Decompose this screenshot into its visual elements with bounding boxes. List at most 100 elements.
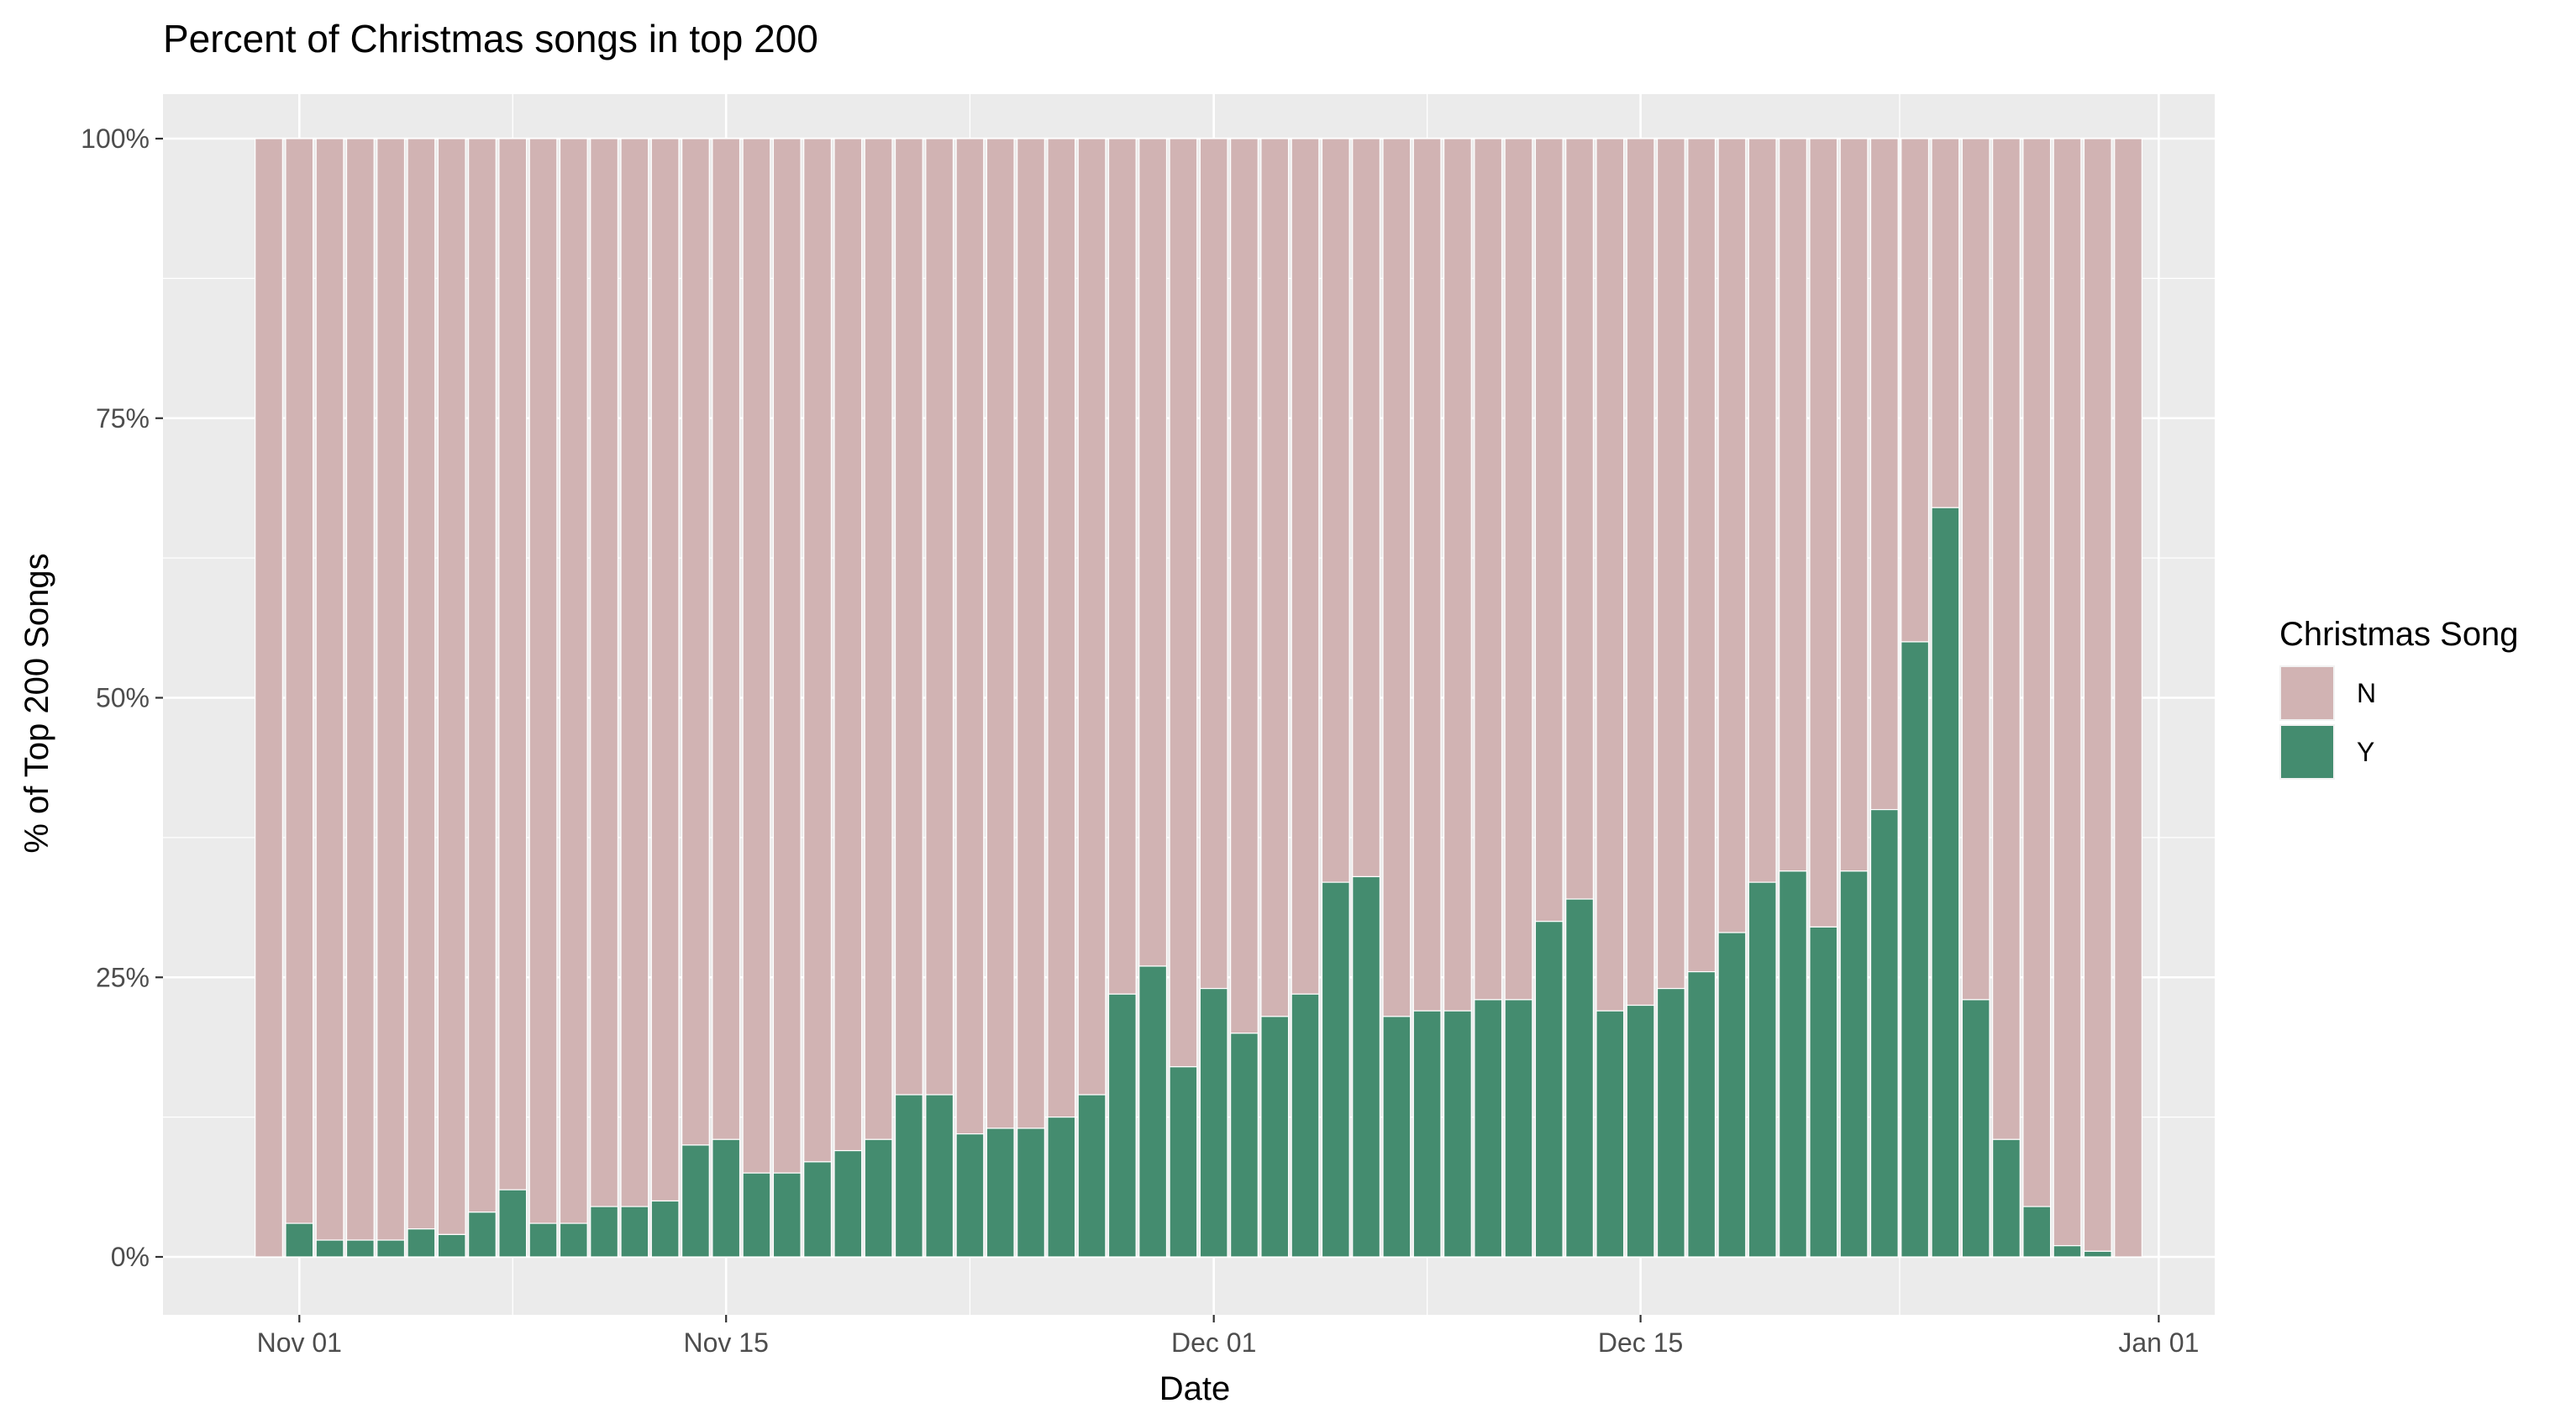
bar-y [376, 1239, 406, 1258]
bar-y [833, 1149, 863, 1258]
x-tick-label: Jan 01 [2118, 1327, 2199, 1358]
bar-n [2114, 138, 2143, 1258]
bar-y [1656, 987, 1685, 1258]
bar-n [1687, 138, 1716, 973]
bar-y [407, 1228, 436, 1258]
bar-y [1199, 987, 1228, 1258]
bar-n [1839, 138, 1869, 872]
bar-n [528, 138, 558, 1224]
bar-y [772, 1172, 802, 1258]
bar-y [1107, 993, 1137, 1258]
bar-y [894, 1094, 923, 1258]
bar-n [1352, 138, 1381, 878]
bar-n [1900, 138, 1930, 643]
bar-y [1565, 898, 1594, 1258]
bar-n [1656, 138, 1685, 990]
bar-n [1474, 138, 1503, 1001]
bar-y [1992, 1138, 2021, 1258]
x-tick-label: Dec 15 [1598, 1327, 1683, 1358]
bar-y [1169, 1066, 1198, 1258]
bar-y [1474, 999, 1503, 1258]
bar-n [345, 138, 375, 1241]
bar-n [590, 138, 619, 1207]
bar-y [1869, 808, 1899, 1258]
bar-n [1779, 138, 1807, 872]
bar-y [1291, 993, 1320, 1258]
bar-n [1748, 138, 1777, 883]
legend-key-n [2281, 667, 2333, 719]
legend-label-n: N [2357, 678, 2376, 708]
bar-y [1230, 1033, 1259, 1258]
bar-n [1869, 138, 1899, 811]
bar-y [315, 1239, 344, 1258]
bar-y [681, 1144, 710, 1258]
bar-y [1534, 921, 1564, 1258]
bar-y [345, 1239, 375, 1258]
bar-y [1900, 641, 1930, 1258]
legend-label-y: Y [2357, 737, 2374, 767]
bar-y [285, 1222, 314, 1258]
bar-n [681, 138, 710, 1146]
bar-y [1504, 999, 1533, 1258]
bar-n [772, 138, 802, 1174]
bar-n [1017, 138, 1045, 1129]
bar-n [559, 138, 588, 1224]
bar-n [1565, 138, 1594, 900]
bar-n [712, 138, 741, 1140]
bar-n [498, 138, 528, 1191]
bar-n [407, 138, 436, 1230]
bar-n [864, 138, 893, 1140]
bar-y [1017, 1128, 1045, 1258]
bar-y [1443, 1010, 1472, 1258]
bar-n [2053, 138, 2082, 1247]
bar-n [955, 138, 985, 1135]
bar-n [894, 138, 923, 1096]
bar-n [468, 138, 497, 1213]
bar-n [1138, 138, 1168, 967]
bar-n [1199, 138, 1228, 990]
bar-y [650, 1200, 680, 1258]
bar-n [833, 138, 863, 1152]
x-axis-title: Date [1159, 1370, 1231, 1407]
bar-y [1717, 932, 1747, 1258]
bar-n [1412, 138, 1442, 1012]
bar-n [986, 138, 1015, 1129]
bar-y [437, 1233, 466, 1258]
bar-y [1412, 1010, 1442, 1258]
bar-n [1169, 138, 1198, 1068]
bar-n [1504, 138, 1533, 1001]
bar-n [1047, 138, 1076, 1118]
bar-n [1626, 138, 1655, 1007]
bar-n [285, 138, 314, 1224]
bar-n [803, 138, 832, 1163]
bar-y [925, 1094, 954, 1258]
x-tick-label: Nov 15 [684, 1327, 769, 1358]
bar-y [1779, 870, 1807, 1258]
bar-n [1382, 138, 1412, 1017]
bar-y [986, 1128, 1015, 1258]
bar-y [2083, 1250, 2112, 1258]
bar-n [1077, 138, 1107, 1096]
bar-y [864, 1138, 893, 1258]
x-tick-label: Dec 01 [1171, 1327, 1256, 1358]
bar-n [315, 138, 344, 1241]
bar-y [1961, 999, 1990, 1258]
bar-n [1443, 138, 1472, 1012]
bar-y [1138, 965, 1168, 1258]
bar-y [1687, 970, 1716, 1258]
bar-n [1291, 138, 1320, 995]
plot-area: 0% 25% 50% 75% 100% Nov 01 Nov 15 Dec 01 Dec 15 J… [81, 94, 2215, 1358]
bar-y [955, 1133, 985, 1258]
bar-n [650, 138, 680, 1202]
bar-y [2022, 1206, 2052, 1258]
bar-y [1626, 1004, 1655, 1258]
bar-y [528, 1222, 558, 1258]
bar-y [1596, 1010, 1625, 1258]
legend: Christmas Song NY [2279, 616, 2519, 780]
y-axis-title: % of Top 200 Songs [18, 553, 55, 853]
bar-y [1260, 1016, 1290, 1258]
y-tick-label: 75% [96, 403, 150, 434]
y-tick-label: 50% [96, 683, 150, 713]
